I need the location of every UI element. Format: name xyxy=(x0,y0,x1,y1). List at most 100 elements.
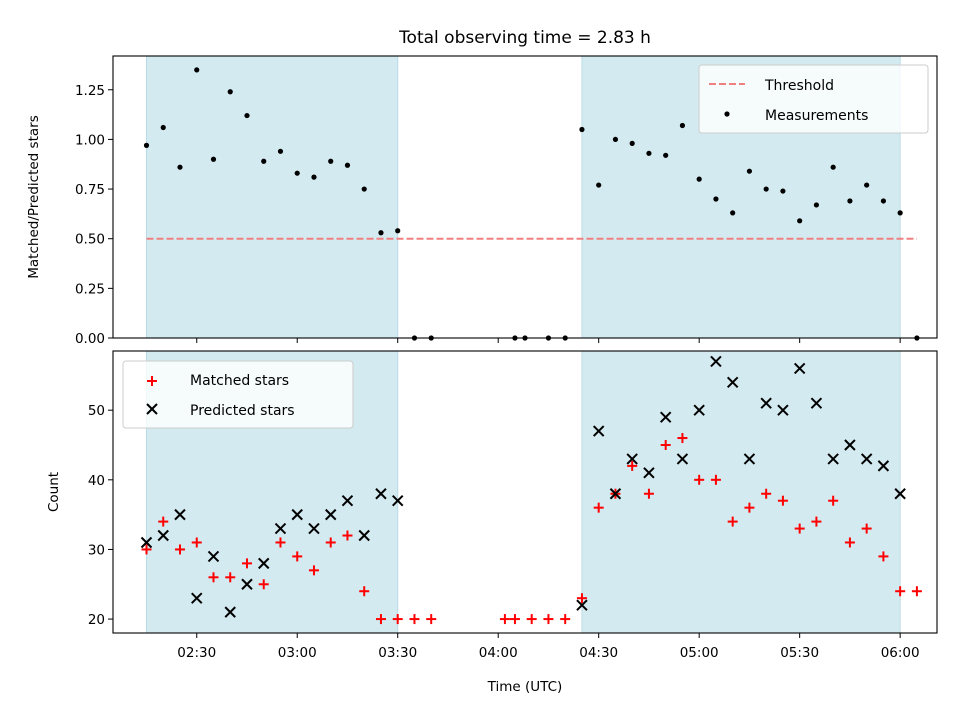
matched-star-point xyxy=(710,474,721,485)
legend-matched-swatch xyxy=(147,376,157,386)
x-tick-label: 03:30 xyxy=(378,645,417,661)
measurement-point xyxy=(763,186,769,192)
shaded-span xyxy=(581,350,901,634)
predicted-star-point xyxy=(576,599,588,611)
matched-star-point xyxy=(660,440,671,450)
x-tick-label: 03:00 xyxy=(278,645,317,661)
predicted-star-point xyxy=(810,397,823,409)
bottom-axes-frame xyxy=(112,350,938,634)
predicted-star-point xyxy=(676,453,689,465)
matched-star-point xyxy=(811,516,822,527)
chart-title: Total observing time = 2.83 h xyxy=(398,28,651,48)
legend-matched-label: Matched stars xyxy=(190,373,289,389)
measurement-point xyxy=(847,198,853,204)
top-y-tick-label: 0.75 xyxy=(75,182,105,198)
legend-measurements-swatch xyxy=(724,111,730,117)
measurement-point xyxy=(897,210,903,216)
measurement-point xyxy=(210,156,217,162)
top-y-tick-label: 0.00 xyxy=(75,331,105,347)
predicted-star-point xyxy=(392,494,404,507)
matched-star-point xyxy=(191,537,202,548)
predicted-star-point xyxy=(793,362,806,375)
matched-star-point xyxy=(794,523,805,534)
measurement-point xyxy=(311,174,317,180)
bottom-y-axis-label: Count xyxy=(46,472,62,512)
measurement-point xyxy=(344,162,351,168)
predicted-star-point xyxy=(860,453,873,465)
predicted-star-point xyxy=(207,550,220,563)
matched-star-point xyxy=(526,614,537,625)
matched-star-point xyxy=(593,502,604,513)
matched-star-point xyxy=(225,572,236,583)
predicted-star-point xyxy=(157,529,169,542)
measurement-point xyxy=(378,230,384,236)
legend-threshold-label: Threshold xyxy=(764,78,834,94)
matched-star-point xyxy=(576,593,587,604)
measurement-point xyxy=(177,164,183,170)
matched-star-point xyxy=(174,544,185,555)
measurement-point xyxy=(612,136,619,143)
bottom-legend-box xyxy=(122,360,354,429)
measurement-point xyxy=(244,112,250,119)
matched-star-point xyxy=(828,495,839,506)
predicted-star-point xyxy=(710,355,722,368)
predicted-star-point xyxy=(375,488,387,500)
measurement-point xyxy=(328,158,334,164)
matched-star-point xyxy=(627,460,638,471)
matched-star-point xyxy=(258,579,269,590)
bottom-y-tick-label: 40 xyxy=(88,473,105,489)
predicted-star-point xyxy=(224,606,236,618)
matched-star-point xyxy=(861,523,872,534)
predicted-star-point xyxy=(191,592,203,604)
measurement-point xyxy=(746,168,753,174)
x-tick-label: 05:00 xyxy=(680,645,719,661)
predicted-star-point xyxy=(308,522,320,535)
matched-star-point xyxy=(208,572,219,583)
predicted-star-point xyxy=(827,453,839,465)
matched-star-point xyxy=(694,474,705,485)
matched-star-point xyxy=(375,614,386,625)
matched-star-point xyxy=(727,516,738,527)
top-legend-box xyxy=(698,64,929,134)
x-tick-label: 06:00 xyxy=(881,645,920,661)
x-tick-label: 04:30 xyxy=(579,645,618,661)
matched-stars-points xyxy=(141,433,922,625)
measurement-point xyxy=(730,210,736,216)
matched-star-point xyxy=(911,586,922,597)
matched-star-point xyxy=(744,502,755,513)
measurement-point xyxy=(679,122,686,129)
predicted-star-point xyxy=(609,488,622,500)
predicted-star-point xyxy=(174,508,186,521)
predicted-star-point xyxy=(358,529,370,542)
matched-star-point xyxy=(509,614,520,625)
top-panel: 0.00 0.25 0.50 0.75 1.00 1.25 Matched/Predict… xyxy=(26,55,938,347)
predicted-star-point xyxy=(626,453,638,465)
predicted-star-point xyxy=(258,557,270,570)
predicted-star-point xyxy=(341,494,354,507)
bottom-y-tick-label: 30 xyxy=(88,542,105,558)
predicted-star-point xyxy=(760,397,772,409)
matched-star-point xyxy=(409,614,420,625)
matched-star-point xyxy=(426,614,437,625)
measurement-point xyxy=(261,158,267,164)
legend-measurements-label: Measurements xyxy=(765,108,868,124)
matched-star-point xyxy=(325,537,336,548)
top-y-tick-label: 0.50 xyxy=(75,232,105,248)
predicted-star-point xyxy=(140,536,153,549)
shaded-span xyxy=(145,55,399,339)
matched-star-point xyxy=(308,565,319,576)
matched-star-point xyxy=(878,551,889,562)
measurement-point xyxy=(713,196,719,202)
x-tick-label: 02:30 xyxy=(177,645,216,661)
predicted-star-point xyxy=(274,522,287,535)
predicted-star-point xyxy=(743,453,756,465)
measurement-point xyxy=(696,176,702,182)
top-y-tick-label: 1.25 xyxy=(75,83,105,99)
bottom-y-tick-label: 20 xyxy=(88,612,105,628)
matched-star-point xyxy=(359,586,370,597)
measurement-point xyxy=(797,218,803,224)
measurement-point xyxy=(880,198,887,204)
measurement-point xyxy=(596,182,602,188)
